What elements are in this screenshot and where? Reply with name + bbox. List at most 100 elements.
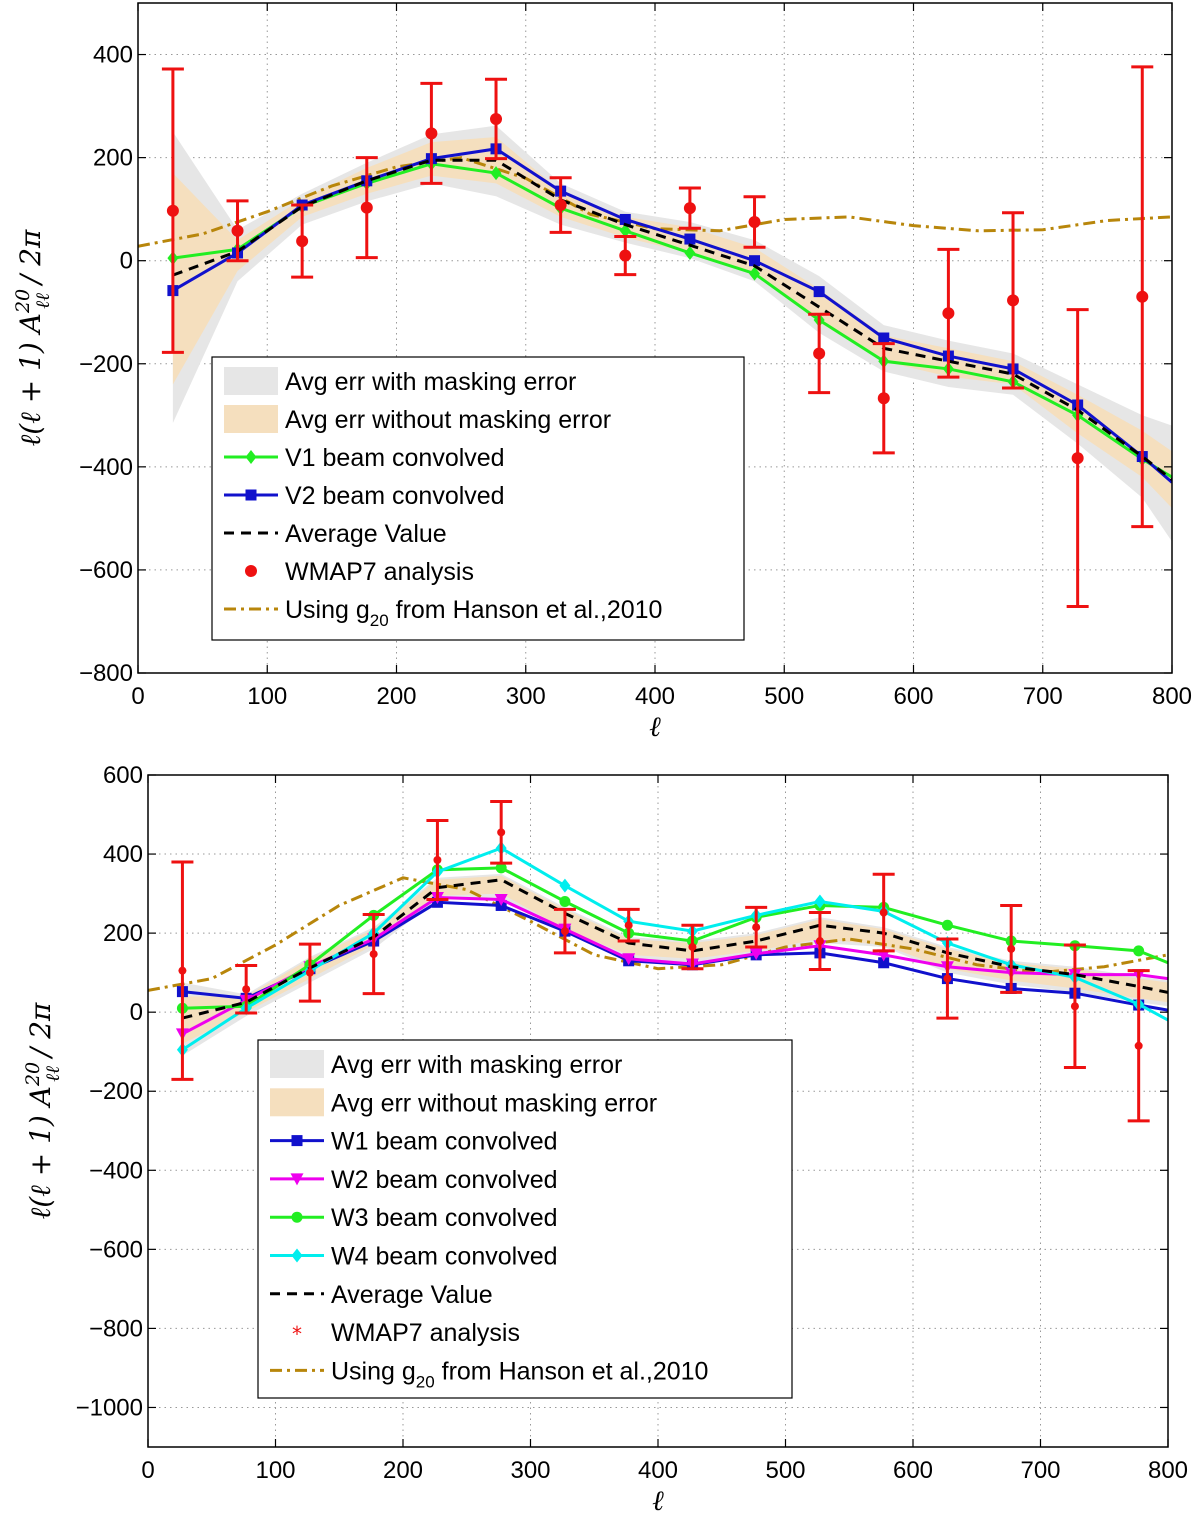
series-marker: [684, 245, 696, 260]
legend-label: Using g20 from Hanson et al.,2010: [331, 1357, 708, 1391]
x-tick-label: 100: [255, 1457, 295, 1484]
x-tick-label: 0: [131, 683, 144, 710]
x-tick-label: 500: [765, 1457, 805, 1484]
wmap7-point: [688, 942, 697, 951]
wmap7-point: [1007, 294, 1020, 307]
legend-label: WMAP7 analysis: [285, 558, 474, 586]
legend: Avg err with masking error Avg err withou…: [211, 356, 745, 641]
y-tick-label: 0: [130, 999, 143, 1026]
series-marker: [749, 948, 763, 961]
series-marker: [749, 255, 761, 267]
legend-label: W1 beam convolved: [331, 1128, 558, 1156]
series-marker: [814, 894, 826, 909]
average-value-line: [182, 878, 1168, 1020]
y-tick-label: −800: [89, 1315, 143, 1342]
wmap7-point: [624, 921, 633, 930]
legend-marker: [291, 1248, 303, 1263]
series-marker: [495, 862, 507, 874]
x-tick-label: 100: [247, 683, 287, 710]
wmap7-point: [178, 966, 187, 975]
legend-label: Avg err without masking error: [285, 406, 611, 434]
y-axis-label: ℓ(ℓ + 1) A20ℓℓ / 2π: [12, 229, 54, 446]
series-marker: [878, 332, 890, 344]
x-tick-label: 0: [141, 1457, 154, 1484]
y-tick-label: 400: [103, 841, 143, 868]
wmap7-point: [296, 235, 309, 248]
legend-marker: [245, 450, 257, 464]
wmap7-point: [942, 307, 955, 320]
x-tick-label: 300: [506, 683, 546, 710]
wmap7-point: [560, 927, 569, 936]
wmap7-point: [683, 202, 696, 215]
legend-label: Average Value: [285, 520, 447, 548]
x-tick-label: 200: [376, 683, 416, 710]
x-tick-label: 800: [1152, 683, 1192, 710]
wmap7-point: [1134, 1041, 1143, 1050]
y-tick-label: 200: [93, 145, 133, 172]
series-marker: [490, 166, 502, 181]
wmap7-point: [231, 224, 244, 237]
legend-marker: [245, 489, 257, 501]
wmap7-point: [813, 347, 826, 360]
legend-swatch: [270, 1050, 324, 1078]
wmap7-point: [242, 985, 251, 994]
x-tick-label: 300: [510, 1457, 550, 1484]
x-axis-label: ℓ: [649, 710, 661, 743]
series-marker: [559, 895, 571, 907]
x-tick-label: 700: [1023, 683, 1063, 710]
legend-label: Average Value: [331, 1281, 493, 1309]
y-tick-label: 0: [120, 248, 133, 275]
wmap7-point: [752, 923, 761, 932]
plot-layer: [138, 3, 1172, 673]
series-marker: [878, 957, 890, 969]
wmap7-point: [943, 974, 952, 983]
y-tick-label: −1000: [76, 1394, 143, 1421]
legend-label: W4 beam convolved: [331, 1243, 558, 1271]
x-tick-label: 600: [893, 683, 933, 710]
series-marker: [559, 878, 571, 893]
legend-marker: *: [292, 1322, 302, 1346]
legend-label: WMAP7 analysis: [331, 1319, 520, 1347]
y-tick-label: −600: [89, 1236, 143, 1263]
wmap7-point: [305, 968, 314, 977]
chart-panel-bottom: 0 100 200 300 400 500 600 700 800 −1000 −800 −600 −4…: [22, 762, 1188, 1517]
x-tick-label: 400: [635, 683, 675, 710]
series-marker: [749, 266, 761, 281]
legend-label: V1 beam convolved: [285, 444, 505, 472]
series-marker: [622, 953, 636, 966]
legend-label: W2 beam convolved: [331, 1166, 558, 1194]
wmap7-point: [1136, 290, 1149, 303]
legend-label: W3 beam convolved: [331, 1204, 558, 1232]
x-tick-label: 600: [893, 1457, 933, 1484]
series-marker: [619, 223, 631, 238]
wmap7-point: [369, 950, 378, 959]
wmap7-point: [877, 392, 890, 405]
legend-swatch: [224, 367, 278, 395]
wmap7-point: [360, 201, 373, 214]
legend-label: Avg err with masking error: [331, 1051, 622, 1079]
series-marker: [619, 213, 631, 225]
y-tick-label: 600: [103, 762, 143, 789]
legend-box: [211, 356, 745, 641]
legend-swatch: [224, 405, 278, 433]
wmap7-point: [425, 127, 438, 140]
legend-marker: [291, 1135, 303, 1147]
y-axis-label: ℓ(ℓ + 1) A20ℓℓ / 2π: [22, 1002, 64, 1219]
y-tick-label: −400: [89, 1157, 143, 1184]
y-tick-label: −400: [79, 454, 133, 481]
wmap7-point: [879, 908, 888, 917]
series-marker: [684, 233, 696, 245]
legend-marker: [245, 565, 257, 577]
x-axis-label: ℓ: [652, 1484, 664, 1517]
x-tick-label: 800: [1148, 1457, 1188, 1484]
x-tick-label: 700: [1020, 1457, 1060, 1484]
y-tick-label: −200: [79, 351, 133, 378]
y-tick-label: −600: [79, 557, 133, 584]
x-tick-label: 400: [638, 1457, 678, 1484]
legend-label: Using g20 from Hanson et al.,2010: [285, 596, 662, 630]
legend-label: V2 beam convolved: [285, 482, 505, 510]
y-tick-label: −800: [79, 660, 133, 687]
legend-box: [257, 1039, 793, 1399]
y-tick-label: 200: [103, 920, 143, 947]
